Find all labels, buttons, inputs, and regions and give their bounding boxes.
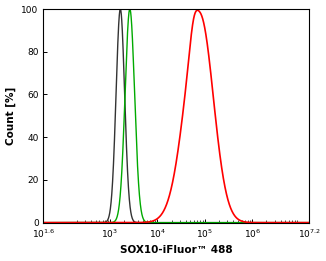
Y-axis label: Count [%]: Count [%]: [6, 87, 16, 145]
X-axis label: SOX10-iFluor™ 488: SOX10-iFluor™ 488: [120, 245, 233, 256]
